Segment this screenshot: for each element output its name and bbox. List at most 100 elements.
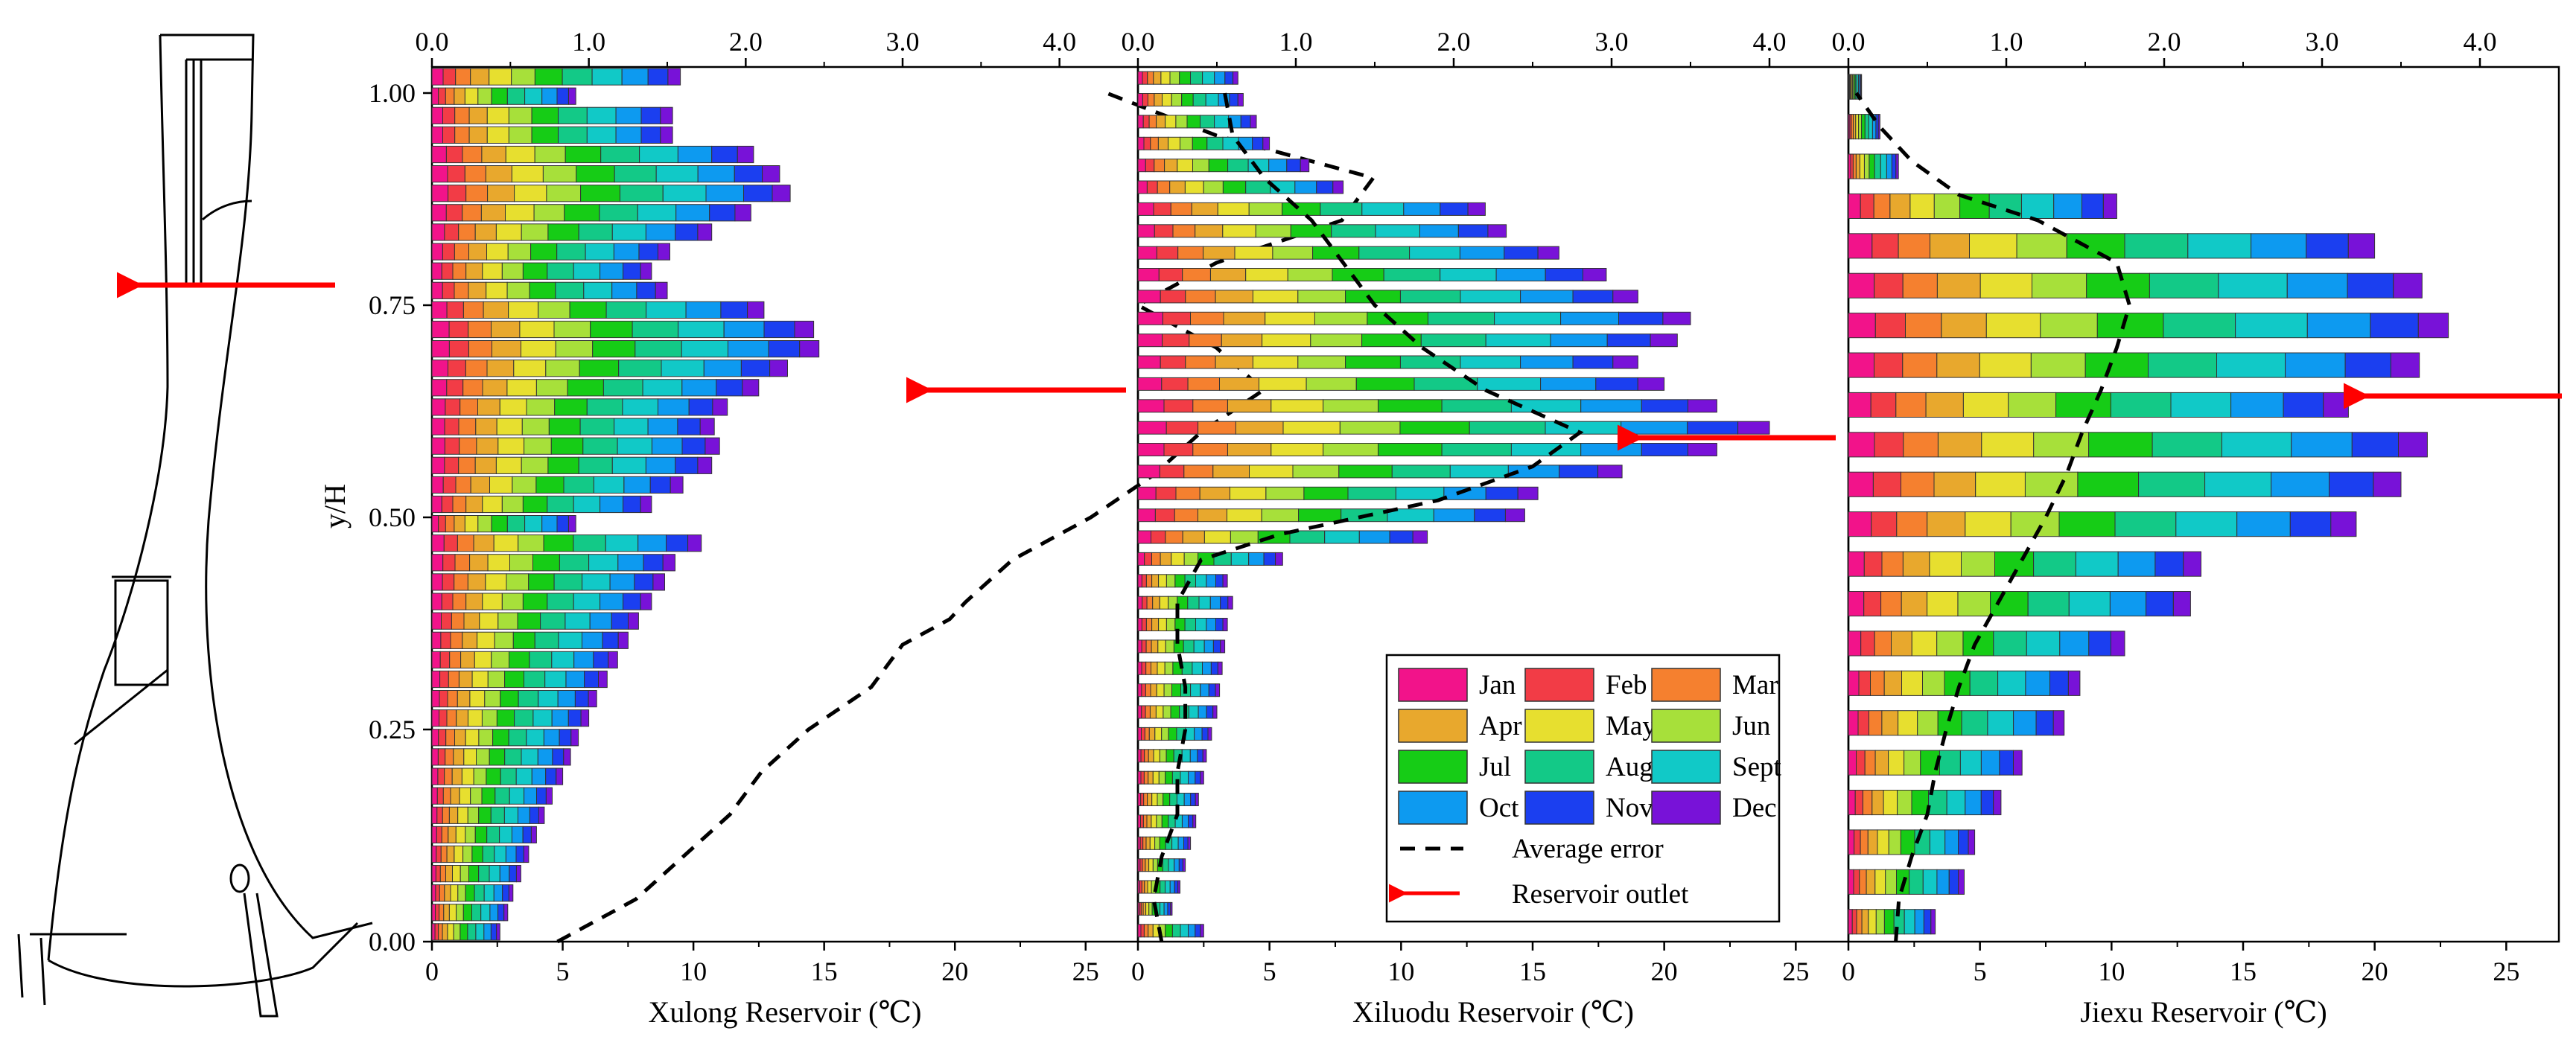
bar-segment-sept	[655, 165, 699, 183]
bar-segment-mar	[445, 515, 455, 533]
bar-segment-aug	[494, 787, 510, 805]
bar-segment-jan	[431, 534, 445, 552]
bar-segment-oct	[2306, 313, 2371, 339]
bar-segment-feb	[436, 845, 442, 863]
legend-label-apr: Apr	[1479, 711, 1522, 741]
bar-segment-may	[450, 884, 459, 902]
bar-segment-jan	[1137, 268, 1160, 281]
bar-segment-oct	[2109, 591, 2147, 617]
bar-segment-nov	[1545, 268, 1583, 281]
bar-segment-jun	[1248, 202, 1282, 216]
bar-segment-nov	[1891, 153, 1897, 179]
bar-segment-jan	[1848, 233, 1873, 259]
bar-segment-may	[495, 223, 522, 241]
bar-segment-dec	[1192, 814, 1197, 828]
bar-segment-dec	[652, 573, 666, 591]
bar-segment-aug	[605, 301, 647, 319]
bar-segment-dec	[2102, 193, 2117, 219]
bar-segment-mar	[1864, 750, 1876, 776]
bar-segment-feb	[1140, 770, 1145, 785]
y-tick-label: 0.25	[369, 715, 416, 744]
bar-segment-may	[1965, 511, 2011, 537]
bar-segment-apr	[1199, 486, 1230, 500]
bar-segment-dec	[617, 631, 629, 649]
bar-segment-nov	[1999, 750, 2014, 776]
x-tick-label: 25	[2493, 957, 2519, 986]
bar-segment-mar	[446, 709, 457, 727]
bar-segment-oct	[499, 865, 510, 883]
bar-segment-jun	[508, 106, 532, 124]
bar-segment-dec	[1170, 901, 1173, 916]
bar-segment-aug	[635, 340, 682, 358]
bar-segment-nov	[743, 185, 773, 202]
bar-segment-aug	[1969, 670, 1998, 696]
bar-segment-jun	[526, 398, 556, 416]
bar-segment-feb	[1141, 574, 1147, 588]
legend-label-oct: Oct	[1479, 793, 1519, 823]
bar-segment-jun	[508, 126, 532, 144]
bar-segment-mar	[440, 845, 448, 863]
bar-segment-jul	[1170, 705, 1180, 719]
bar-segment-may	[464, 87, 479, 105]
bar-segment-jun	[1165, 618, 1176, 631]
legend-swatch-apr	[1398, 709, 1468, 743]
bar-segment-dec	[1212, 705, 1218, 719]
bar-segment-nov	[740, 360, 771, 377]
bar-segment-oct	[1198, 705, 1207, 719]
bar-segment-may	[508, 301, 539, 319]
bar-segment-jan	[1137, 552, 1145, 566]
bar-segment-jan	[1848, 670, 1860, 696]
bar-segment-oct	[617, 554, 644, 572]
bar-segment-jan	[431, 301, 448, 319]
bar-segment-oct	[2271, 471, 2330, 497]
bar-segment-sept	[573, 593, 601, 610]
bar-segment-nov	[1224, 71, 1234, 85]
bar-segment-dec	[1262, 136, 1270, 150]
bar-segment-jan	[431, 398, 446, 416]
bar-segment-feb	[1162, 311, 1192, 325]
bar-segment-sept	[1395, 486, 1445, 500]
bar-segment-aug	[2138, 471, 2206, 497]
bar-segment-feb	[1158, 268, 1183, 281]
bar-segment-jun	[512, 476, 537, 494]
bar-segment-nov	[559, 729, 572, 747]
bar-segment-feb	[1163, 443, 1194, 456]
bar-segment-dec	[1637, 377, 1665, 391]
bar-segment-mar	[1860, 829, 1869, 855]
bar-segment-jun	[1287, 268, 1333, 281]
bar-segment-aug	[1162, 858, 1169, 872]
bar-segment-mar	[454, 243, 470, 261]
bar-segment-nov	[2082, 193, 2104, 219]
bar-segment-feb	[442, 573, 455, 591]
bar-segment-jul	[1165, 924, 1173, 938]
bar-segment-may	[468, 709, 483, 727]
legend-label-aug: Aug	[1606, 752, 1653, 782]
bar-segment-nov	[1572, 355, 1614, 369]
bar-segment-oct	[645, 456, 676, 474]
bar-segment-dec	[697, 223, 713, 241]
bar-segment-aug	[547, 495, 574, 514]
bar-segment-mar	[442, 806, 450, 824]
bar-segment-may	[496, 418, 523, 435]
bar-segment-jan	[1137, 793, 1142, 806]
bar-segment-jul	[1290, 224, 1332, 238]
bar-segment-may	[1184, 180, 1204, 194]
bar-segment-feb	[445, 204, 463, 222]
bar-segment-apr	[1152, 596, 1160, 610]
bar-segment-jan	[431, 87, 439, 105]
bar-segment-nov	[1641, 399, 1689, 413]
bar-segment-jan	[1137, 770, 1142, 785]
bar-segment-apr	[469, 554, 489, 572]
bar-segment-may	[1157, 639, 1166, 654]
bar-segment-mar	[447, 690, 458, 708]
bar-segment-may	[1168, 136, 1180, 150]
bar-segment-apr	[1866, 869, 1876, 895]
bar-segment-oct	[1182, 814, 1189, 828]
bar-segment-aug	[529, 651, 553, 668]
bar-segment-apr	[442, 923, 448, 941]
bar-segment-apr	[1867, 829, 1878, 855]
bar-segment-jul	[1179, 71, 1191, 85]
bar-segment-apr	[457, 690, 471, 708]
bar-segment-aug	[518, 690, 539, 708]
bar-segment-may	[493, 534, 519, 552]
